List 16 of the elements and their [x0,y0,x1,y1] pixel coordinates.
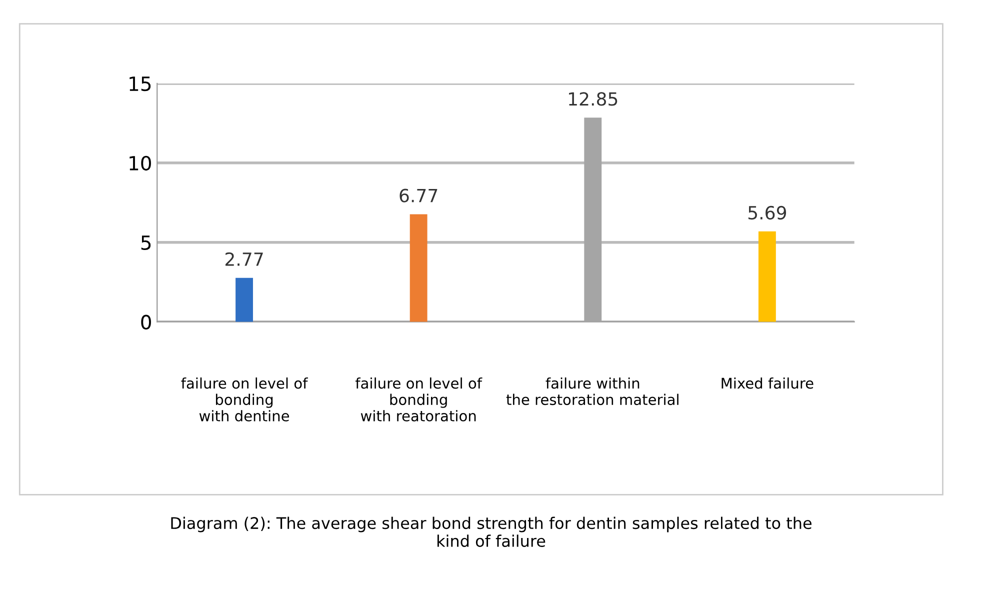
y-tick-label: 5 [141,236,151,250]
x-tick-label: failure on level of bonding with reatoration [355,377,482,422]
x-tick-label: Mixed failure [722,377,814,389]
y-tick-label: 0 [141,314,151,330]
data-label: 6.77 [400,188,438,202]
y-tick-label: 10 [130,156,151,171]
y-tick-label: 15 [130,76,151,92]
x-tick-label: failure within the restoration material [506,377,678,406]
data-label: 2.77 [225,252,263,266]
x-tick-label: failure on level of bonding with dentine [181,377,308,422]
data-label: 12.85 [569,92,618,106]
bar [410,214,428,322]
text: Diagram (2): The average shear bond strength for dentin samples related to the kind of failure [171,516,812,547]
bar [758,231,776,322]
bar [236,278,253,322]
data-label: 5.69 [748,206,786,220]
